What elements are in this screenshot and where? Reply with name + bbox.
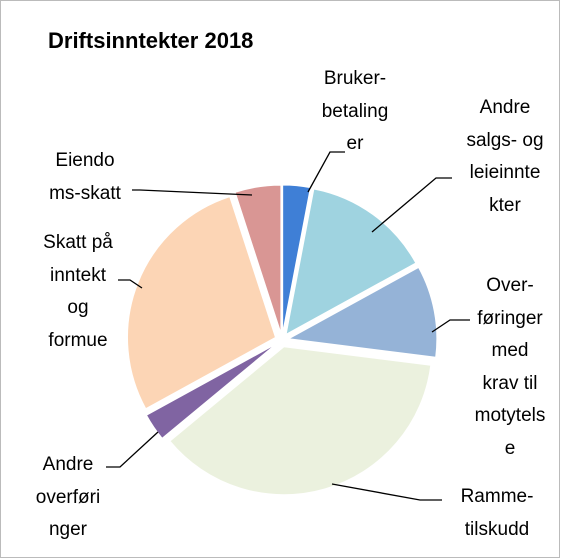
slice-label: Bruker- betaling er [321,68,389,154]
leader-line [307,151,345,193]
leader-line [118,279,143,289]
pie-slice [285,188,417,336]
slice-label: Skatt på inntekt og formue [43,232,113,351]
leader-line [106,431,159,468]
slice-label: Ramme- tilskudd [460,486,534,540]
slice-label: Over- føringer med krav til motytels e [474,275,546,459]
slice-label: Andre salgs- og leieinnte kter [466,97,544,216]
leader-line [431,319,470,333]
slice-label: Eiendo ms-skatt [49,150,121,204]
chart-title: Driftsinntekter 2018 [48,28,254,53]
pie-slice [145,343,277,439]
slice-label: Andre overføri nger [35,454,101,540]
leader-line [132,189,253,196]
leader-line [331,483,442,501]
pie-slice [234,184,282,334]
pie-slice [127,196,277,410]
pie-slice [169,346,432,496]
pie-slice [287,266,438,358]
leader-line [371,177,452,233]
